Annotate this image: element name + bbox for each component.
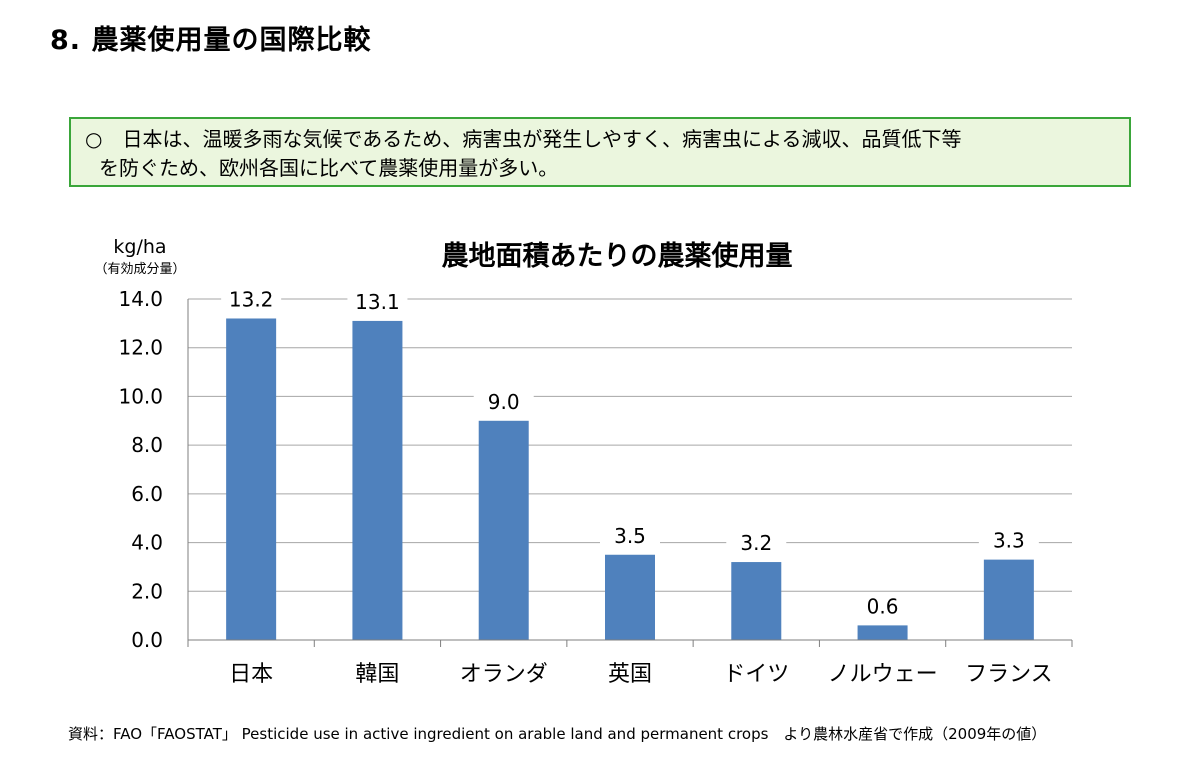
y-tick-label: 14.0: [118, 287, 163, 311]
bar-chart: kg/ha （有効成分量） 農地面積あたりの農薬使用量 0.0 2.0 4.0 6.0…: [94, 236, 1073, 687]
summary-line-2: を防ぐため、欧州各国に比べて農薬使用量が多い。: [99, 156, 559, 180]
summary-line-1: ○ 日本は、温暖多雨な気候であるため、病害虫が発生しやすく、病害虫による減収、品…: [85, 127, 962, 151]
axes: [187, 299, 1073, 647]
y-tick-label: 6.0: [131, 482, 163, 506]
x-category-label: 日本: [229, 662, 273, 687]
y-axis-unit-label: kg/ha: [113, 236, 166, 258]
data-label-bg: [726, 529, 787, 558]
chart-title: 農地面積あたりの農薬使用量: [442, 241, 793, 272]
data-label: 13.1: [355, 290, 400, 314]
y-tick-labels: 0.0 2.0 4.0 6.0 8.0 10.0 12.0 14.0: [118, 287, 163, 652]
x-category-label: ノルウェー: [828, 662, 938, 687]
bar: [605, 554, 655, 640]
gridlines: [188, 298, 1072, 592]
data-label-bg: [600, 521, 660, 550]
y-axis-label-group: kg/ha （有効成分量）: [94, 236, 185, 277]
bar: [226, 318, 277, 640]
x-category-label: オランダ: [460, 662, 548, 687]
x-category-labels: 日本 韓国 オランダ 英国 ドイツ ノルウェー フランス: [229, 662, 1053, 687]
y-tick-label: 12.0: [118, 336, 163, 360]
x-category-label: 英国: [608, 662, 652, 687]
source-note: 資料：FAO「FAOSTAT」 Pesticide use in active …: [68, 725, 1047, 743]
data-label: 3.3: [993, 529, 1025, 553]
data-label-bg: [221, 285, 282, 314]
page-title: 8. 農薬使用量の国際比較: [50, 25, 372, 56]
data-label: 3.5: [614, 524, 646, 548]
y-axis-sub-label: （有効成分量）: [94, 262, 185, 277]
y-tick-label: 0.0: [131, 628, 163, 652]
y-tick-label: 10.0: [118, 384, 163, 408]
y-tick-label: 2.0: [131, 579, 163, 603]
x-category-label: フランス: [965, 662, 1053, 687]
data-label: 0.6: [867, 594, 899, 618]
y-tick-label: 4.0: [131, 531, 163, 555]
data-labels: 13.2 13.1 9.0 3.5 3.2 0.6 3.3: [221, 285, 1039, 621]
bar: [983, 559, 1034, 640]
summary-box: ○ 日本は、温暖多雨な気候であるため、病害虫が発生しやすく、病害虫による減収、品…: [69, 117, 1131, 187]
data-label-bg: [473, 387, 534, 416]
x-category-label: ドイツ: [723, 662, 789, 687]
bar: [731, 562, 782, 640]
bar: [857, 625, 908, 640]
data-label-bg: [978, 526, 1039, 555]
bars: [226, 318, 1034, 640]
data-label: 9.0: [488, 390, 520, 414]
bar: [352, 320, 403, 640]
data-label: 13.2: [229, 287, 274, 311]
x-category-label: 韓国: [355, 662, 399, 687]
data-label: 3.2: [740, 531, 772, 555]
data-label-bg: [347, 287, 408, 316]
y-tick-label: 8.0: [131, 433, 163, 457]
bar: [478, 420, 529, 640]
data-label-bg: [852, 592, 913, 621]
